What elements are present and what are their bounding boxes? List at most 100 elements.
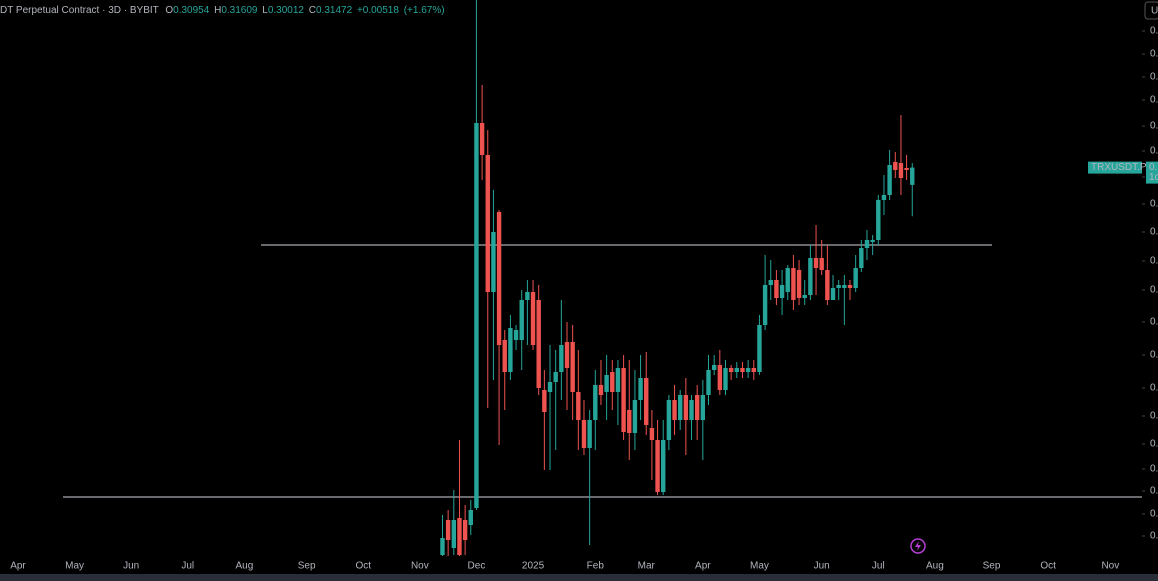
candle-body bbox=[853, 268, 858, 288]
ohlc-value: 0.30012 bbox=[268, 5, 305, 16]
x-tick-label: Apr bbox=[695, 561, 711, 572]
header: DT Perpetual Contract · 3D · BYBIT O0.30… bbox=[0, 5, 445, 16]
x-tick-label: Oct bbox=[1040, 561, 1056, 572]
y-tick-label: 0. bbox=[1150, 509, 1158, 520]
change-percent: (+1.67%) bbox=[404, 5, 445, 16]
candle-body bbox=[655, 440, 660, 492]
y-tick-label: 0. bbox=[1150, 72, 1158, 83]
candle-body bbox=[779, 285, 785, 298]
candle-body bbox=[615, 368, 621, 392]
candle-body bbox=[762, 285, 768, 325]
y-tick-label: 0. bbox=[1150, 285, 1158, 296]
icon-circle bbox=[910, 538, 926, 554]
y-tick-label: 0. bbox=[1150, 49, 1158, 60]
candle-body bbox=[604, 375, 609, 392]
candle-body bbox=[796, 270, 802, 298]
ohlc-key: L bbox=[262, 5, 268, 16]
y-tick-label: 0. bbox=[1150, 95, 1158, 106]
candle-body bbox=[876, 200, 881, 240]
ohlc-value: 0.31609 bbox=[221, 5, 258, 16]
candle-body bbox=[785, 268, 790, 292]
candle-body bbox=[734, 368, 739, 372]
icon-bolt bbox=[915, 541, 921, 551]
x-tick-label: Apr bbox=[10, 561, 26, 572]
y-tick-label: 0. bbox=[1150, 256, 1158, 267]
x-tick-label: Jun bbox=[123, 561, 139, 572]
x-tick-label: Aug bbox=[235, 561, 253, 572]
candle-body bbox=[774, 280, 779, 298]
candle-body bbox=[519, 300, 524, 340]
candle-body bbox=[836, 285, 841, 288]
ohlc-key: C bbox=[309, 5, 316, 16]
x-tick-label: Feb bbox=[587, 561, 605, 572]
candle-body bbox=[802, 295, 807, 298]
y-tick-label: 0. bbox=[1150, 199, 1158, 210]
y-tick-label: 0. bbox=[1150, 464, 1158, 475]
x-tick-label: Mar bbox=[638, 561, 656, 572]
candle-body bbox=[757, 325, 762, 372]
candle-body bbox=[825, 270, 830, 300]
y-tick-label: 0. bbox=[1150, 486, 1158, 497]
candle-body bbox=[745, 368, 751, 372]
lightning-icon[interactable] bbox=[910, 538, 926, 554]
corner-button[interactable]: U bbox=[1151, 6, 1158, 17]
x-tick-label: Jun bbox=[814, 561, 830, 572]
candle-body bbox=[508, 328, 513, 372]
x-tick-label: Nov bbox=[1101, 561, 1119, 572]
candle-body bbox=[689, 400, 694, 420]
candle-body bbox=[610, 372, 615, 392]
candle-body bbox=[530, 292, 536, 345]
candle-body bbox=[694, 395, 700, 420]
candle-body bbox=[491, 232, 496, 292]
change: +0.00518 bbox=[357, 5, 399, 16]
x-tick-label: Nov bbox=[411, 561, 429, 572]
candle-body bbox=[898, 163, 904, 178]
countdown-label: 1c bbox=[1149, 172, 1158, 183]
candle-body bbox=[564, 342, 570, 368]
candle-body bbox=[513, 330, 519, 340]
x-tick-label: 2025 bbox=[522, 561, 545, 572]
candle-body bbox=[847, 285, 853, 288]
corner-button-frame[interactable] bbox=[1144, 1, 1158, 20]
x-tick-label: Jul bbox=[181, 561, 194, 572]
candle-body bbox=[661, 440, 666, 492]
price-tag-bg bbox=[1146, 161, 1158, 184]
candle-body bbox=[462, 520, 468, 540]
candle-body bbox=[496, 212, 502, 345]
y-tick-label: 0. bbox=[1150, 383, 1158, 394]
candle-body bbox=[723, 368, 728, 390]
x-tick-label: Dec bbox=[468, 561, 486, 572]
candle-body bbox=[547, 382, 553, 392]
candle-body bbox=[627, 410, 632, 433]
x-tick-label: May bbox=[65, 561, 84, 572]
ohlc-value: 0.30954 bbox=[173, 5, 210, 16]
candle-body bbox=[502, 340, 507, 372]
x-tick-label: Aug bbox=[926, 561, 944, 572]
candle-body bbox=[474, 123, 479, 508]
candle-body bbox=[717, 365, 723, 390]
y-tick-label: 0. bbox=[1150, 146, 1158, 157]
x-tick-label: Sep bbox=[983, 561, 1001, 572]
candle-body bbox=[666, 400, 672, 440]
candle-body bbox=[768, 280, 773, 285]
candle-body bbox=[740, 368, 745, 372]
y-tick-label: 0. bbox=[1150, 411, 1158, 422]
candle-body bbox=[881, 195, 887, 200]
bottom-bar bbox=[0, 574, 1158, 581]
candle-body bbox=[632, 400, 638, 433]
y-tick-label: 0. bbox=[1150, 26, 1158, 37]
candle-body bbox=[706, 370, 711, 395]
last-price-label: 0. bbox=[1149, 162, 1157, 173]
candle-body bbox=[910, 167, 915, 185]
candle-body bbox=[649, 428, 655, 440]
candle-body bbox=[581, 420, 587, 448]
symbol-tag: TRXUSDT.P bbox=[1091, 162, 1147, 173]
candle-body bbox=[791, 268, 796, 300]
candle-body bbox=[468, 510, 473, 525]
candle-body bbox=[887, 165, 892, 195]
candle-body bbox=[893, 162, 898, 170]
candle-body bbox=[700, 395, 706, 420]
candle-body bbox=[870, 240, 875, 242]
